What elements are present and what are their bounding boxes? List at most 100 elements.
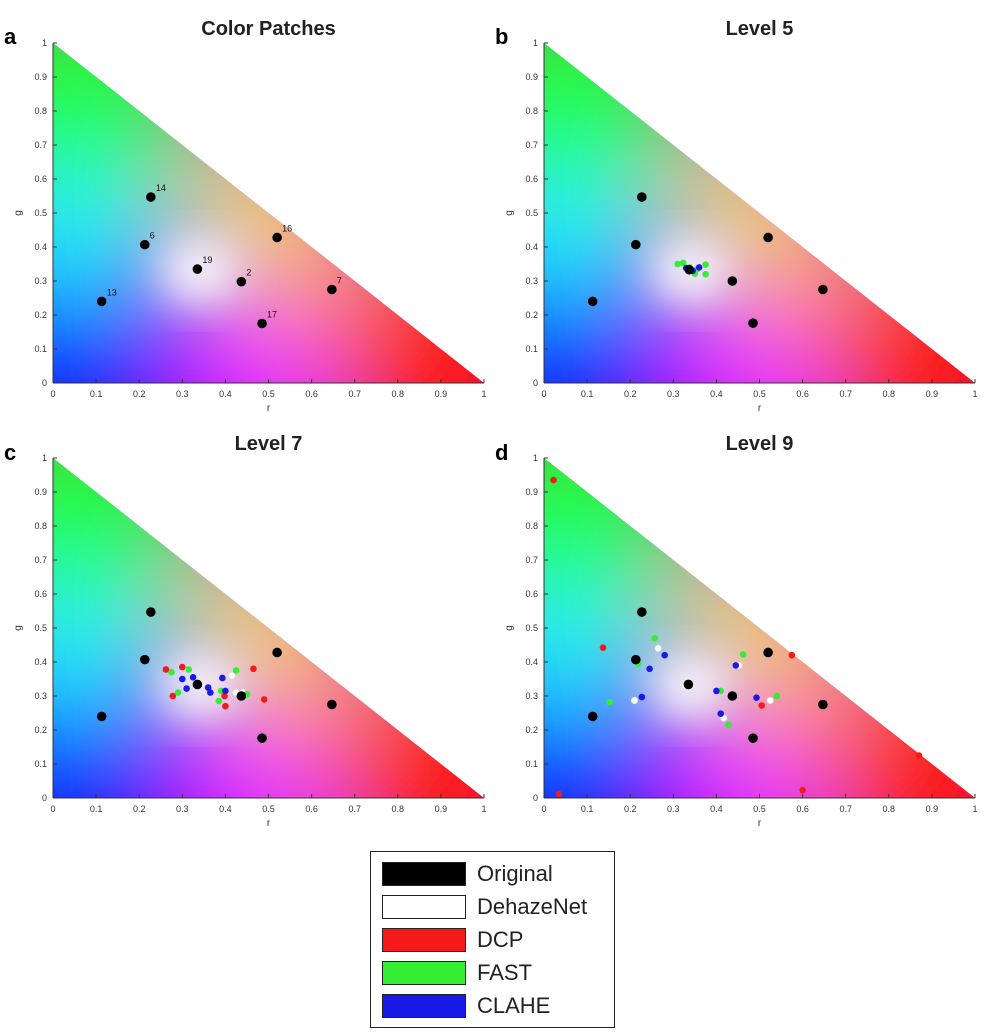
y-tick-label: 0.7 bbox=[34, 555, 47, 565]
chromaticity-fill bbox=[53, 458, 484, 798]
series-original: 14 6 19 16 2 7 13 17 bbox=[96, 183, 342, 329]
x-tick-label: 0 bbox=[541, 804, 546, 814]
y-axis-label: g bbox=[504, 625, 515, 631]
data-point-clahe bbox=[717, 710, 725, 717]
series-dehazenet bbox=[630, 644, 774, 722]
y-tick-label: 0.5 bbox=[525, 208, 538, 218]
series-original bbox=[587, 192, 828, 328]
data-point-original bbox=[631, 239, 641, 250]
axes: 0 0.1 0.2 0.3 0.4 0.5 0.6 0.7 0.8 0.9 1 0 0.1 0.2 0.3 0… bbox=[504, 38, 978, 414]
x-tick-label: 0.9 bbox=[926, 389, 939, 399]
x-tick-label: 1 bbox=[972, 804, 977, 814]
data-point-original bbox=[236, 691, 247, 701]
data-point-fast bbox=[702, 261, 709, 268]
data-point-fast bbox=[606, 698, 613, 706]
panel-title: Level 5 bbox=[726, 18, 794, 40]
y-tick-label: 0.5 bbox=[34, 208, 47, 218]
x-tick-label: 0.1 bbox=[581, 389, 594, 399]
x-tick-label: 0.6 bbox=[796, 804, 809, 814]
x-tick-label: 0 bbox=[541, 389, 546, 399]
legend-swatch-dcp bbox=[382, 928, 466, 952]
point-label: 16 bbox=[282, 223, 292, 233]
data-point-fast bbox=[174, 689, 182, 696]
x-tick-label: 0.7 bbox=[839, 389, 852, 399]
data-point-original bbox=[631, 654, 641, 665]
data-point-original bbox=[587, 711, 598, 722]
data-point-original bbox=[727, 691, 738, 701]
data-point-original bbox=[257, 733, 267, 743]
y-tick-label: 0 bbox=[42, 793, 47, 803]
y-tick-label: 0.8 bbox=[525, 106, 538, 116]
x-tick-label: 1 bbox=[972, 389, 977, 399]
data-point-original bbox=[257, 318, 267, 329]
data-point-fast bbox=[702, 270, 709, 278]
x-axis-label: r bbox=[267, 403, 271, 414]
x-tick-label: 0.8 bbox=[883, 804, 896, 814]
chromaticity-fill bbox=[544, 458, 975, 798]
x-tick-label: 0.8 bbox=[883, 389, 896, 399]
x-tick-label: 0.8 bbox=[392, 389, 405, 399]
y-tick-label: 0.7 bbox=[34, 140, 47, 150]
y-tick-label: 0.5 bbox=[34, 623, 47, 633]
data-point-fast bbox=[168, 668, 175, 676]
y-axis-label: g bbox=[13, 210, 24, 216]
series-dcp bbox=[162, 663, 268, 710]
x-tick-label: 0.4 bbox=[710, 389, 723, 399]
data-point-original bbox=[96, 296, 107, 307]
panel-letter: d bbox=[495, 440, 508, 465]
y-tick-label: 0.3 bbox=[525, 276, 538, 286]
data-point-dehazenet bbox=[630, 696, 639, 705]
x-tick-label: 0.7 bbox=[839, 804, 852, 814]
x-tick-label: 0.3 bbox=[667, 804, 680, 814]
legend-label-dehazenet: DehazeNet bbox=[477, 894, 588, 919]
point-label: 13 bbox=[107, 287, 117, 297]
data-point-original bbox=[683, 679, 694, 690]
axes: 0 0.1 0.2 0.3 0.4 0.5 0.6 0.7 0.8 0.9 1 0 0.1 0.2 0.3 0… bbox=[13, 38, 487, 414]
x-tick-label: 0.2 bbox=[133, 804, 146, 814]
panel-title: Level 7 bbox=[235, 433, 303, 455]
data-point-original bbox=[272, 232, 282, 243]
y-tick-label: 0.6 bbox=[525, 589, 538, 599]
y-tick-label: 0.9 bbox=[34, 487, 47, 497]
series-original bbox=[96, 607, 337, 743]
point-label: 17 bbox=[267, 310, 277, 320]
data-point-original bbox=[818, 699, 828, 710]
x-axis-label: r bbox=[758, 818, 762, 829]
y-tick-label: 0.7 bbox=[525, 140, 538, 150]
data-point-original bbox=[748, 733, 758, 743]
data-point-clahe bbox=[753, 694, 760, 701]
data-point-original bbox=[763, 647, 773, 658]
panel-title: Color Patches bbox=[201, 18, 335, 40]
data-point-original bbox=[192, 264, 203, 274]
panel-letter: a bbox=[4, 24, 17, 49]
data-point-original bbox=[146, 607, 156, 617]
series-clahe bbox=[638, 651, 760, 717]
x-tick-label: 0.6 bbox=[305, 389, 318, 399]
data-point-fast bbox=[215, 697, 223, 705]
y-tick-label: 0.1 bbox=[34, 344, 47, 354]
data-point-dcp bbox=[555, 790, 563, 798]
data-point-dcp bbox=[260, 696, 268, 703]
data-point-original bbox=[748, 318, 758, 328]
panel-letter: c bbox=[4, 440, 16, 465]
data-point-dehazenet bbox=[228, 671, 236, 680]
point-label: 19 bbox=[202, 255, 212, 265]
legend-label-original: Original bbox=[477, 861, 553, 886]
legend-label-fast: FAST bbox=[477, 960, 533, 985]
legend-swatch-dehazenet bbox=[382, 895, 466, 919]
data-point-original bbox=[236, 276, 247, 287]
y-tick-label: 1 bbox=[42, 453, 47, 463]
x-tick-label: 0.2 bbox=[624, 389, 637, 399]
y-tick-label: 0.2 bbox=[34, 725, 47, 735]
legend-label-clahe: CLAHE bbox=[477, 993, 551, 1018]
panel-title: Level 9 bbox=[726, 433, 794, 455]
data-point-dehazenet bbox=[766, 696, 774, 705]
y-tick-label: 0.6 bbox=[525, 174, 538, 184]
point-label: 14 bbox=[156, 183, 166, 193]
chart-panel-c: 0 0.1 0.2 0.3 0.4 0.5 0.6 0.7 0.8 0.9 1 0 0.1 0.2 0.3 0… bbox=[4, 433, 487, 829]
x-tick-label: 0.1 bbox=[90, 804, 103, 814]
data-point-original bbox=[96, 711, 107, 722]
x-tick-label: 0.1 bbox=[90, 389, 103, 399]
y-tick-label: 0.2 bbox=[525, 725, 538, 735]
y-axis-label: g bbox=[504, 210, 515, 216]
